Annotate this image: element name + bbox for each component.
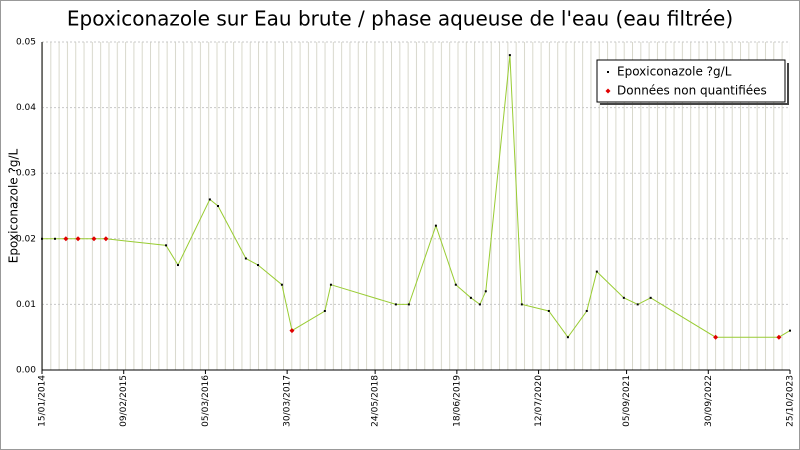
data-point — [323, 309, 326, 312]
data-point — [289, 328, 295, 334]
y-tick-label: 0.04 — [16, 103, 36, 113]
x-tick-label: 25/10/2023 — [786, 375, 796, 427]
x-tick-label: 30/03/2017 — [283, 375, 293, 427]
data-point — [434, 224, 437, 227]
data-point — [469, 296, 472, 299]
data-point — [394, 303, 397, 306]
x-tick-label: 09/02/2015 — [119, 375, 129, 427]
data-point — [713, 334, 719, 340]
y-tick-label: 0.03 — [16, 169, 36, 179]
data-point — [636, 303, 639, 306]
data-point — [595, 270, 598, 273]
x-tick-label: 05/09/2021 — [622, 375, 632, 427]
y-tick-label: 0.05 — [16, 38, 36, 48]
data-point — [53, 237, 56, 240]
data-point — [484, 290, 487, 293]
data-point — [208, 198, 211, 201]
y-tick-label: 0.00 — [16, 366, 36, 376]
x-tick-label: 24/05/2018 — [371, 375, 381, 427]
data-point — [280, 283, 283, 286]
x-tick-label: 30/09/2022 — [704, 375, 714, 427]
data-point — [649, 296, 652, 299]
x-tick-label: 18/06/2019 — [452, 375, 462, 427]
legend-label: Données non quantifiées — [617, 84, 767, 98]
data-point — [478, 303, 481, 306]
data-point — [257, 264, 260, 267]
chart-title: Epoxiconazole sur Eau brute / phase aque… — [67, 7, 733, 31]
data-point — [547, 309, 550, 312]
data-point — [454, 283, 457, 286]
data-point — [244, 257, 247, 260]
data-point — [407, 303, 410, 306]
data-point — [41, 237, 43, 240]
data-point — [622, 296, 625, 299]
data-point — [508, 54, 511, 57]
data-point — [585, 309, 588, 312]
data-point — [566, 336, 569, 339]
data-point — [176, 264, 179, 267]
y-axis-label: Epoxiconazole ?g/L — [7, 148, 21, 263]
y-tick-label: 0.01 — [16, 300, 36, 310]
x-tick-label: 12/07/2020 — [534, 375, 544, 427]
x-tick-label: 15/01/2014 — [38, 375, 48, 427]
data-point — [91, 236, 97, 242]
data-point — [520, 303, 523, 306]
data-point — [789, 329, 791, 332]
legend-marker — [607, 71, 609, 73]
legend-box — [596, 59, 786, 103]
data-point — [776, 334, 782, 340]
legend-marker — [605, 88, 611, 94]
data-point — [75, 236, 81, 242]
legend-label: Epoxiconazole ?g/L — [617, 65, 732, 79]
data-point — [165, 244, 168, 247]
y-tick-label: 0.02 — [16, 234, 36, 244]
data-point — [217, 205, 219, 207]
x-tick-label: 05/03/2016 — [201, 375, 211, 427]
data-point — [63, 236, 69, 242]
data-point — [103, 236, 109, 242]
data-point — [329, 283, 332, 286]
